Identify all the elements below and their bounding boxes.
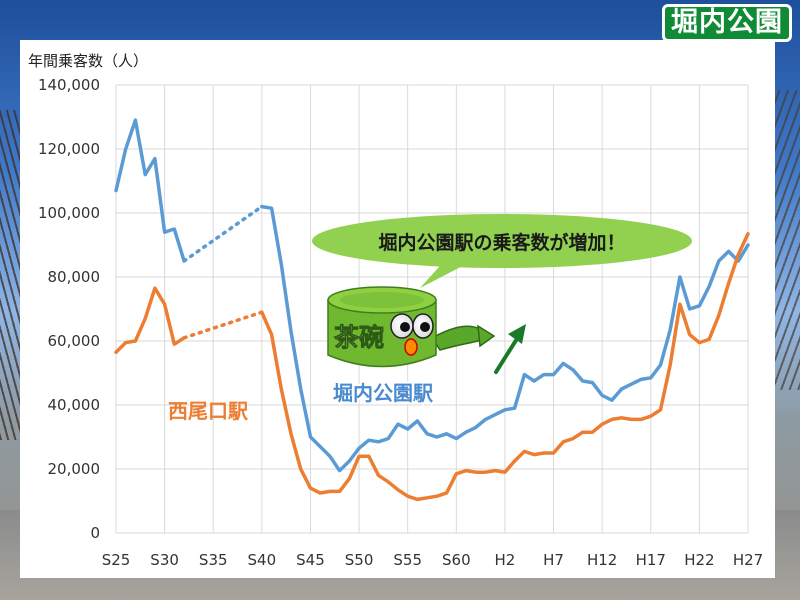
series-line-dotted [182,310,264,340]
x-tick-label: S25 [102,551,131,569]
x-tick-label: H17 [636,551,666,569]
y-tick-label: 100,000 [38,204,100,222]
y-tick-label: 140,000 [38,76,100,94]
y-tick-label: 20,000 [48,460,101,478]
y-axis-label: 年間乗客数（人） [28,52,148,70]
x-tick-label: H7 [543,551,564,569]
mascot-mouth [404,338,418,356]
callout-text: 堀内公園駅の乗客数が増加！ [378,231,625,254]
x-tick-label: S45 [296,551,325,569]
series-label-nishio: 西尾口駅 [168,399,248,423]
x-tick-label: S55 [393,551,422,569]
x-tick-label: H22 [684,551,714,569]
x-tick-label: S50 [345,551,374,569]
series-line-solid [260,232,750,502]
series-line-solid [260,204,750,473]
x-tick-label: S30 [150,551,179,569]
series-line-solid [114,286,186,354]
x-tick-label: S40 [248,551,277,569]
x-tick-labels: S25 S30 S35 S40 S45 S50 S55 S60 H2 H7 H12 H17 H22 H27 [102,551,763,569]
y-tick-label: 120,000 [38,140,100,158]
callout-ellipse [312,214,692,268]
y-tick-label: 60,000 [48,332,101,350]
mascot-pupil-left [400,322,410,332]
y-tick-label: 40,000 [48,396,101,414]
background-tree-right [770,90,800,390]
trend-arrow-head [508,324,526,344]
trend-up-arrow [494,324,526,374]
y-tick-label: 80,000 [48,268,101,286]
mascot-chawan: 茶碗 [327,286,496,368]
x-tick-label: H12 [587,551,617,569]
mascot-arm-tip [477,324,496,348]
x-tick-label: S60 [442,551,471,569]
series-horiuchi [114,118,750,473]
trend-arrow-shaft [494,332,522,374]
series-nishio [114,232,750,502]
mascot-text: 茶碗 [334,323,384,352]
x-tick-label: S35 [199,551,228,569]
x-tick-label: H27 [733,551,763,569]
mascot-rim-inner [340,292,424,308]
x-tick-label: H2 [495,551,516,569]
series-line-dotted [182,204,264,263]
mascot-pupil-right [420,322,430,332]
series-label-horiuchi: 堀内公園駅 [333,381,433,405]
series-line-solid [114,118,186,263]
series-layer [114,118,750,502]
y-tick-labels: 0 20,000 40,000 60,000 80,000 100,000 120,000 1… [38,76,100,542]
callout-bubble: 堀内公園駅の乗客数が増加！ [312,214,692,288]
y-tick-label: 0 [90,524,100,542]
